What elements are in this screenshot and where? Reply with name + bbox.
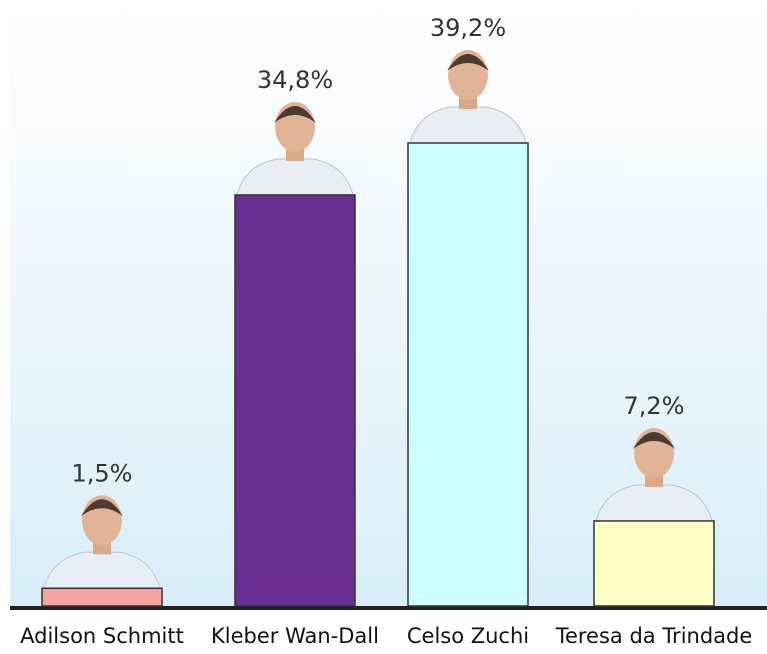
- photo-hair: [81, 499, 123, 517]
- photo-shoulders: [43, 551, 161, 589]
- bar: [234, 194, 356, 607]
- photo-shoulders: [236, 158, 354, 196]
- photo-shoulders: [595, 484, 713, 522]
- candidate-photo: [595, 427, 713, 522]
- photo-hair: [274, 105, 316, 123]
- x-tick-label: Kleber Wan-Dall: [211, 624, 379, 648]
- bar: [593, 520, 715, 607]
- value-label: 7,2%: [624, 392, 685, 420]
- photo-hair: [447, 54, 489, 71]
- value-label: 1,5%: [72, 459, 133, 487]
- photo-hair: [633, 431, 675, 449]
- photo-shoulders: [409, 106, 527, 144]
- bar: [407, 142, 529, 607]
- bar: [41, 587, 163, 607]
- value-label: 34,8%: [257, 66, 333, 94]
- candidate-photo: [43, 495, 161, 589]
- x-tick-label: Adilson Schmitt: [20, 624, 184, 648]
- x-tick-label: Teresa da Trindade: [555, 624, 753, 648]
- candidate-photo: [409, 50, 527, 144]
- candidate-photo: [236, 101, 354, 196]
- value-label: 39,2%: [430, 14, 506, 42]
- x-tick-label: Celso Zuchi: [407, 624, 529, 648]
